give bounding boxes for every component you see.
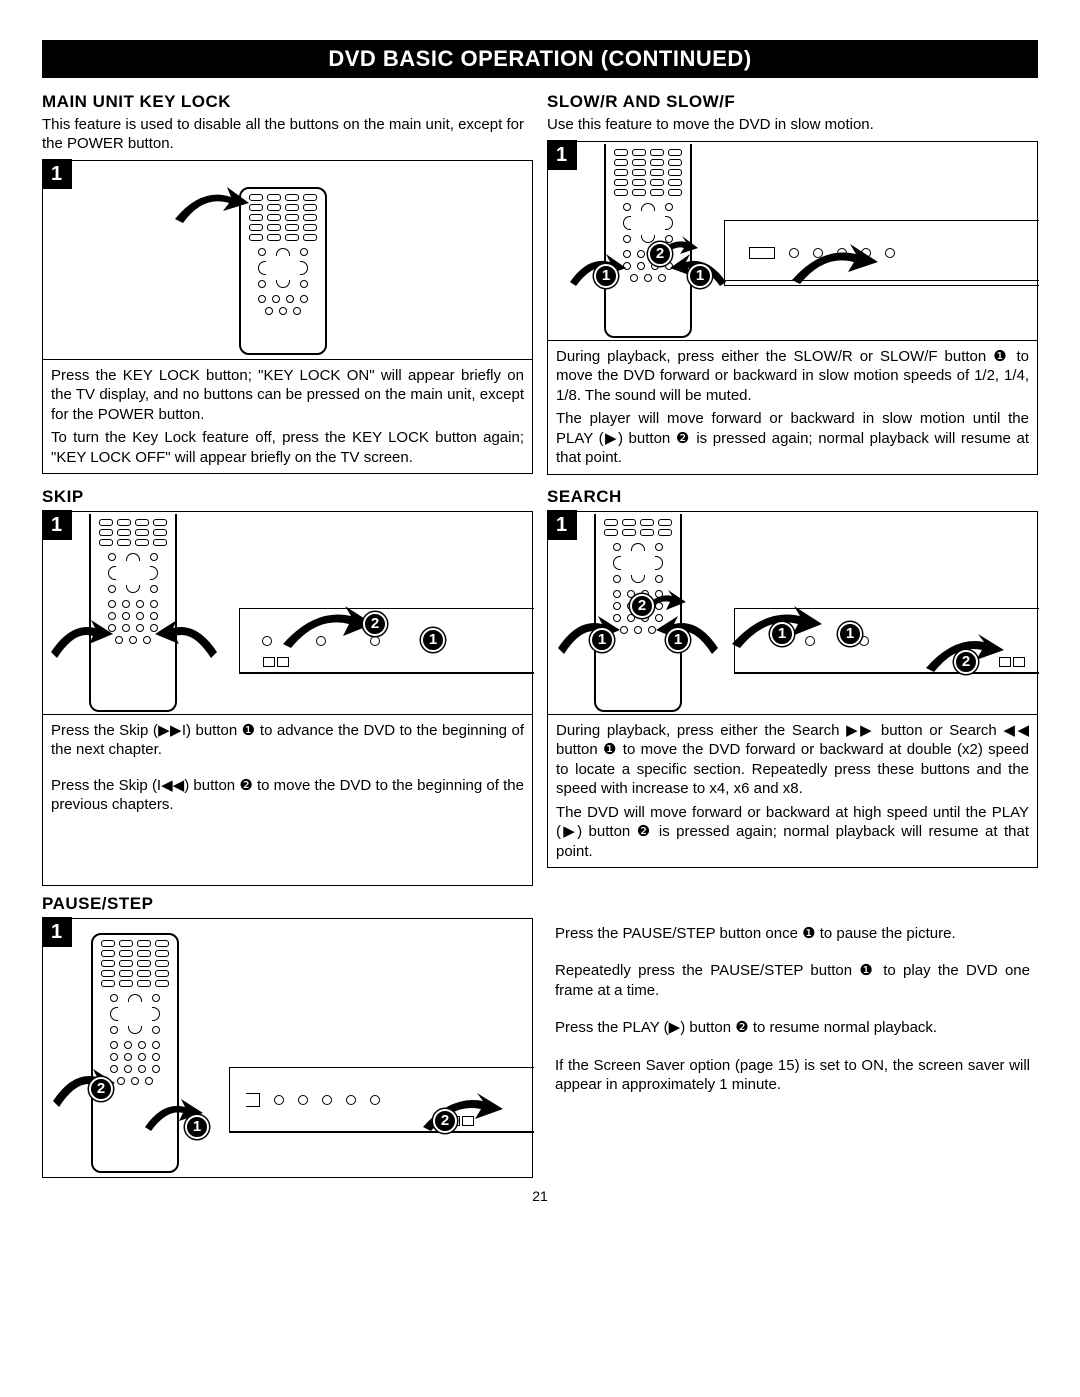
callout-1: 1 — [590, 628, 614, 652]
slow-intro: Use this feature to move the DVD in slow… — [547, 116, 1038, 135]
keylock-heading: MAIN UNIT KEY LOCK — [42, 92, 533, 112]
callout-2: 2 — [630, 594, 654, 618]
step-number: 1 — [42, 159, 72, 189]
skip-figure: 1 — [42, 511, 533, 715]
step-number: 1 — [42, 917, 72, 947]
callout-2b: 2 — [954, 650, 978, 674]
skip-heading: SKIP — [42, 487, 533, 507]
callout-1: 1 — [185, 1115, 209, 1139]
slow-figure: 1 — [547, 141, 1038, 341]
skip-text: Press the Skip (▶▶I) button ❶ to advance… — [42, 715, 533, 886]
keylock-intro: This feature is used to disable all the … — [42, 116, 533, 154]
callout-1: 1 — [421, 628, 445, 652]
search-text: During playback, press either the Search… — [547, 715, 1038, 869]
callout-2: 2 — [648, 242, 672, 266]
pause-figure: 1 — [42, 918, 533, 1178]
callout-1b: 1 — [688, 264, 712, 288]
step-number: 1 — [547, 510, 577, 540]
page-number: 21 — [42, 1188, 1038, 1204]
callout-1c: 1 — [770, 622, 794, 646]
search-figure: 1 — [547, 511, 1038, 715]
step-number: 1 — [42, 510, 72, 540]
keylock-text: Press the KEY LOCK button; "KEY LOCK ON"… — [42, 360, 533, 475]
pause-heading: PAUSE/STEP — [42, 894, 1038, 914]
keylock-figure: 1 — [42, 160, 533, 360]
callout-2: 2 — [89, 1077, 113, 1101]
callout-2b: 2 — [433, 1109, 457, 1133]
callout-2: 2 — [363, 612, 387, 636]
slow-text: During playback, press either the SLOW/R… — [547, 341, 1038, 475]
slow-heading: SLOW/R AND SLOW/F — [547, 92, 1038, 112]
callout-1d: 1 — [838, 622, 862, 646]
callout-1: 1 — [594, 264, 618, 288]
step-number: 1 — [547, 140, 577, 170]
search-heading: SEARCH — [547, 487, 1038, 507]
callout-1b: 1 — [666, 628, 690, 652]
pause-text: Press the PAUSE/STEP button once ❶ to pa… — [547, 918, 1038, 1101]
page-title: DVD BASIC OPERATION (CONTINUED) — [42, 40, 1038, 78]
